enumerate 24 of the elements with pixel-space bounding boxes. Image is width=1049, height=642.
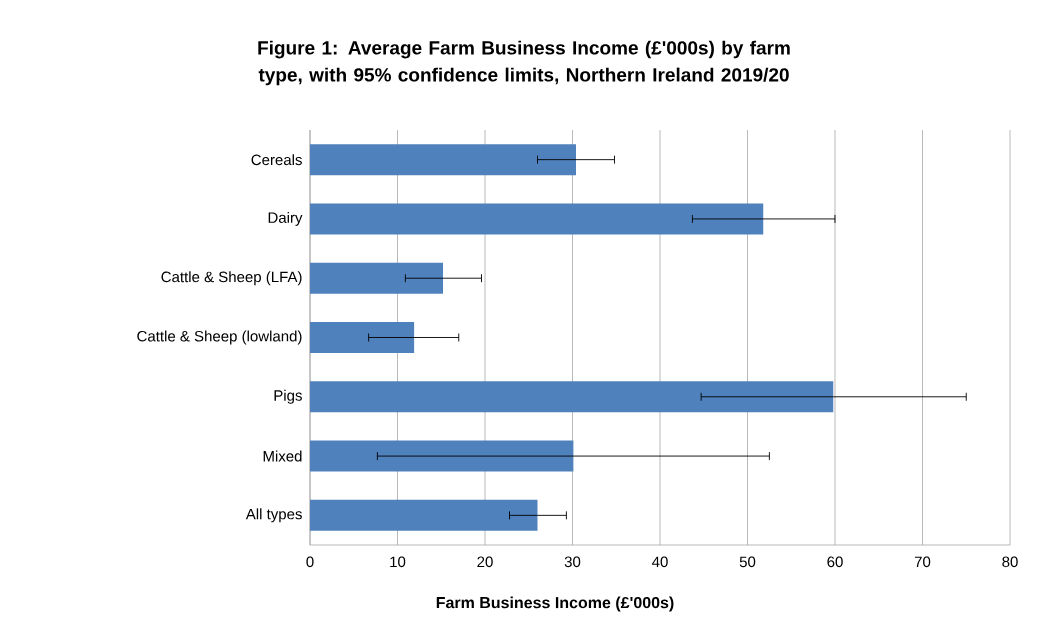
x-tick-label: 20: [477, 556, 493, 568]
x-tick-label: 50: [739, 556, 756, 568]
bar: [310, 262, 443, 294]
x-tick-label: 10: [390, 556, 406, 568]
x-tick-label: 30: [564, 556, 581, 568]
bar: [310, 322, 415, 353]
x-tick-label: 70: [914, 556, 931, 568]
x-tick-label: 40: [652, 556, 668, 568]
x-axis-title: Farm Business Income (£'000s): [436, 596, 674, 612]
bar: [310, 203, 764, 235]
x-tick-label: 80: [1002, 556, 1018, 568]
bar: [310, 499, 538, 531]
y-tick-label: Cattle & Sheep (lowland): [137, 330, 302, 345]
x-tick-label: 60: [827, 556, 843, 568]
bar: [310, 381, 834, 413]
y-tick-label: Dairy: [268, 211, 303, 226]
y-tick-label: Mixed: [263, 450, 302, 462]
y-tick-label: Cattle & Sheep (LFA): [161, 271, 302, 286]
chart-title: Figure 1: Average Farm Business Income (£'000s) by farm type, with 95% confidence limits, Northern Ireland 2019/20: [258, 40, 790, 86]
y-tick-label: Pigs: [274, 389, 302, 404]
y-tick-label: All types: [245, 508, 302, 523]
y-tick-label: Cereals: [251, 154, 302, 166]
x-tick-label: 0: [306, 556, 314, 568]
bar: [310, 144, 576, 176]
